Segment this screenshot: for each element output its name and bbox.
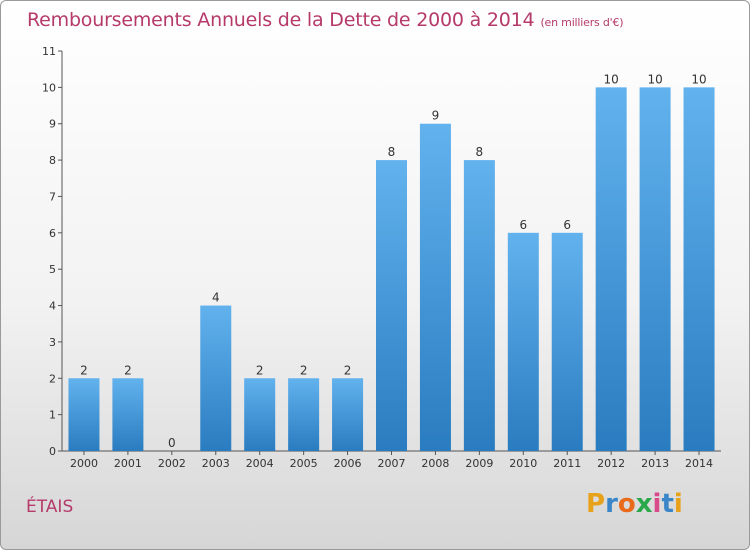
bar [639,87,671,451]
x-tick-label: 2002 [158,457,186,470]
x-tick-label: 2003 [202,457,230,470]
y-tick-label: 3 [49,336,56,349]
bar [244,378,276,451]
data-label: 8 [476,145,484,159]
chart-title: Remboursements Annuels de la Dette de 20… [27,9,624,31]
data-label: 10 [691,72,706,86]
data-label: 10 [647,72,662,86]
data-label: 9 [432,109,440,123]
logo-letter: t [661,489,674,519]
x-tick-label: 2012 [597,457,625,470]
bar [595,87,627,451]
y-tick-label: 6 [49,227,56,240]
bar [419,123,451,452]
x-tick-label: 2004 [246,457,274,470]
x-tick-label: 2000 [70,457,98,470]
x-tick-label: 2010 [509,457,537,470]
y-tick-label: 11 [42,45,56,58]
bar [463,160,495,451]
x-tick-label: 2005 [290,457,318,470]
logo-letter: i [673,489,683,519]
data-label: 2 [344,363,352,377]
data-label: 2 [256,363,264,377]
data-label: 6 [563,218,571,232]
logo-letter: o [617,489,636,519]
y-tick-label: 10 [42,81,56,94]
x-tick-label: 2007 [378,457,406,470]
y-tick-label: 8 [49,154,56,167]
y-tick-label: 2 [49,372,56,385]
logo-letter: r [605,489,618,519]
bar [332,378,364,451]
chart-unit: (en milliers d'€) [540,16,624,29]
data-label: 2 [80,363,88,377]
bars [68,87,715,452]
bar [507,232,539,451]
x-tick-label: 2013 [641,457,669,470]
commune-name: ÉTAIS [26,497,74,517]
logo-letter: x [635,489,653,519]
labels: 2000 2 2001 2 2002 0 2003 4 2004 2 2005 2 2006 2 2007 8… [70,72,713,470]
bar [683,87,715,451]
x-tick-label: 2009 [465,457,493,470]
bar [288,378,320,451]
x-tick-label: 2001 [114,457,142,470]
y-tick-label: 5 [49,263,56,276]
data-label: 8 [388,145,396,159]
x-tick-label: 2011 [553,457,581,470]
y-tick-label: 4 [49,300,56,313]
bar [200,305,232,451]
x-tick-label: 2006 [334,457,362,470]
x-tick-label: 2008 [421,457,449,470]
bar [68,378,100,451]
data-label: 2 [300,363,308,377]
y-tick-label: 9 [49,118,56,131]
x-tick-label: 2014 [685,457,713,470]
data-label: 0 [168,436,176,450]
bar [376,160,407,451]
data-label: 6 [519,218,527,232]
data-label: 10 [604,72,619,86]
y-tick-label: 0 [49,445,56,458]
data-label: 4 [212,291,220,305]
logo-letter: P [586,489,606,519]
proxiti-logo: Proxiti [586,489,683,519]
logo-letter: i [652,489,662,519]
y-tick-label: 1 [49,409,56,422]
bar [551,232,583,451]
data-label: 2 [124,363,132,377]
chart-title-text: Remboursements Annuels de la Dette de 20… [27,9,535,31]
bar [112,378,144,451]
y-tick-label: 7 [49,190,56,203]
